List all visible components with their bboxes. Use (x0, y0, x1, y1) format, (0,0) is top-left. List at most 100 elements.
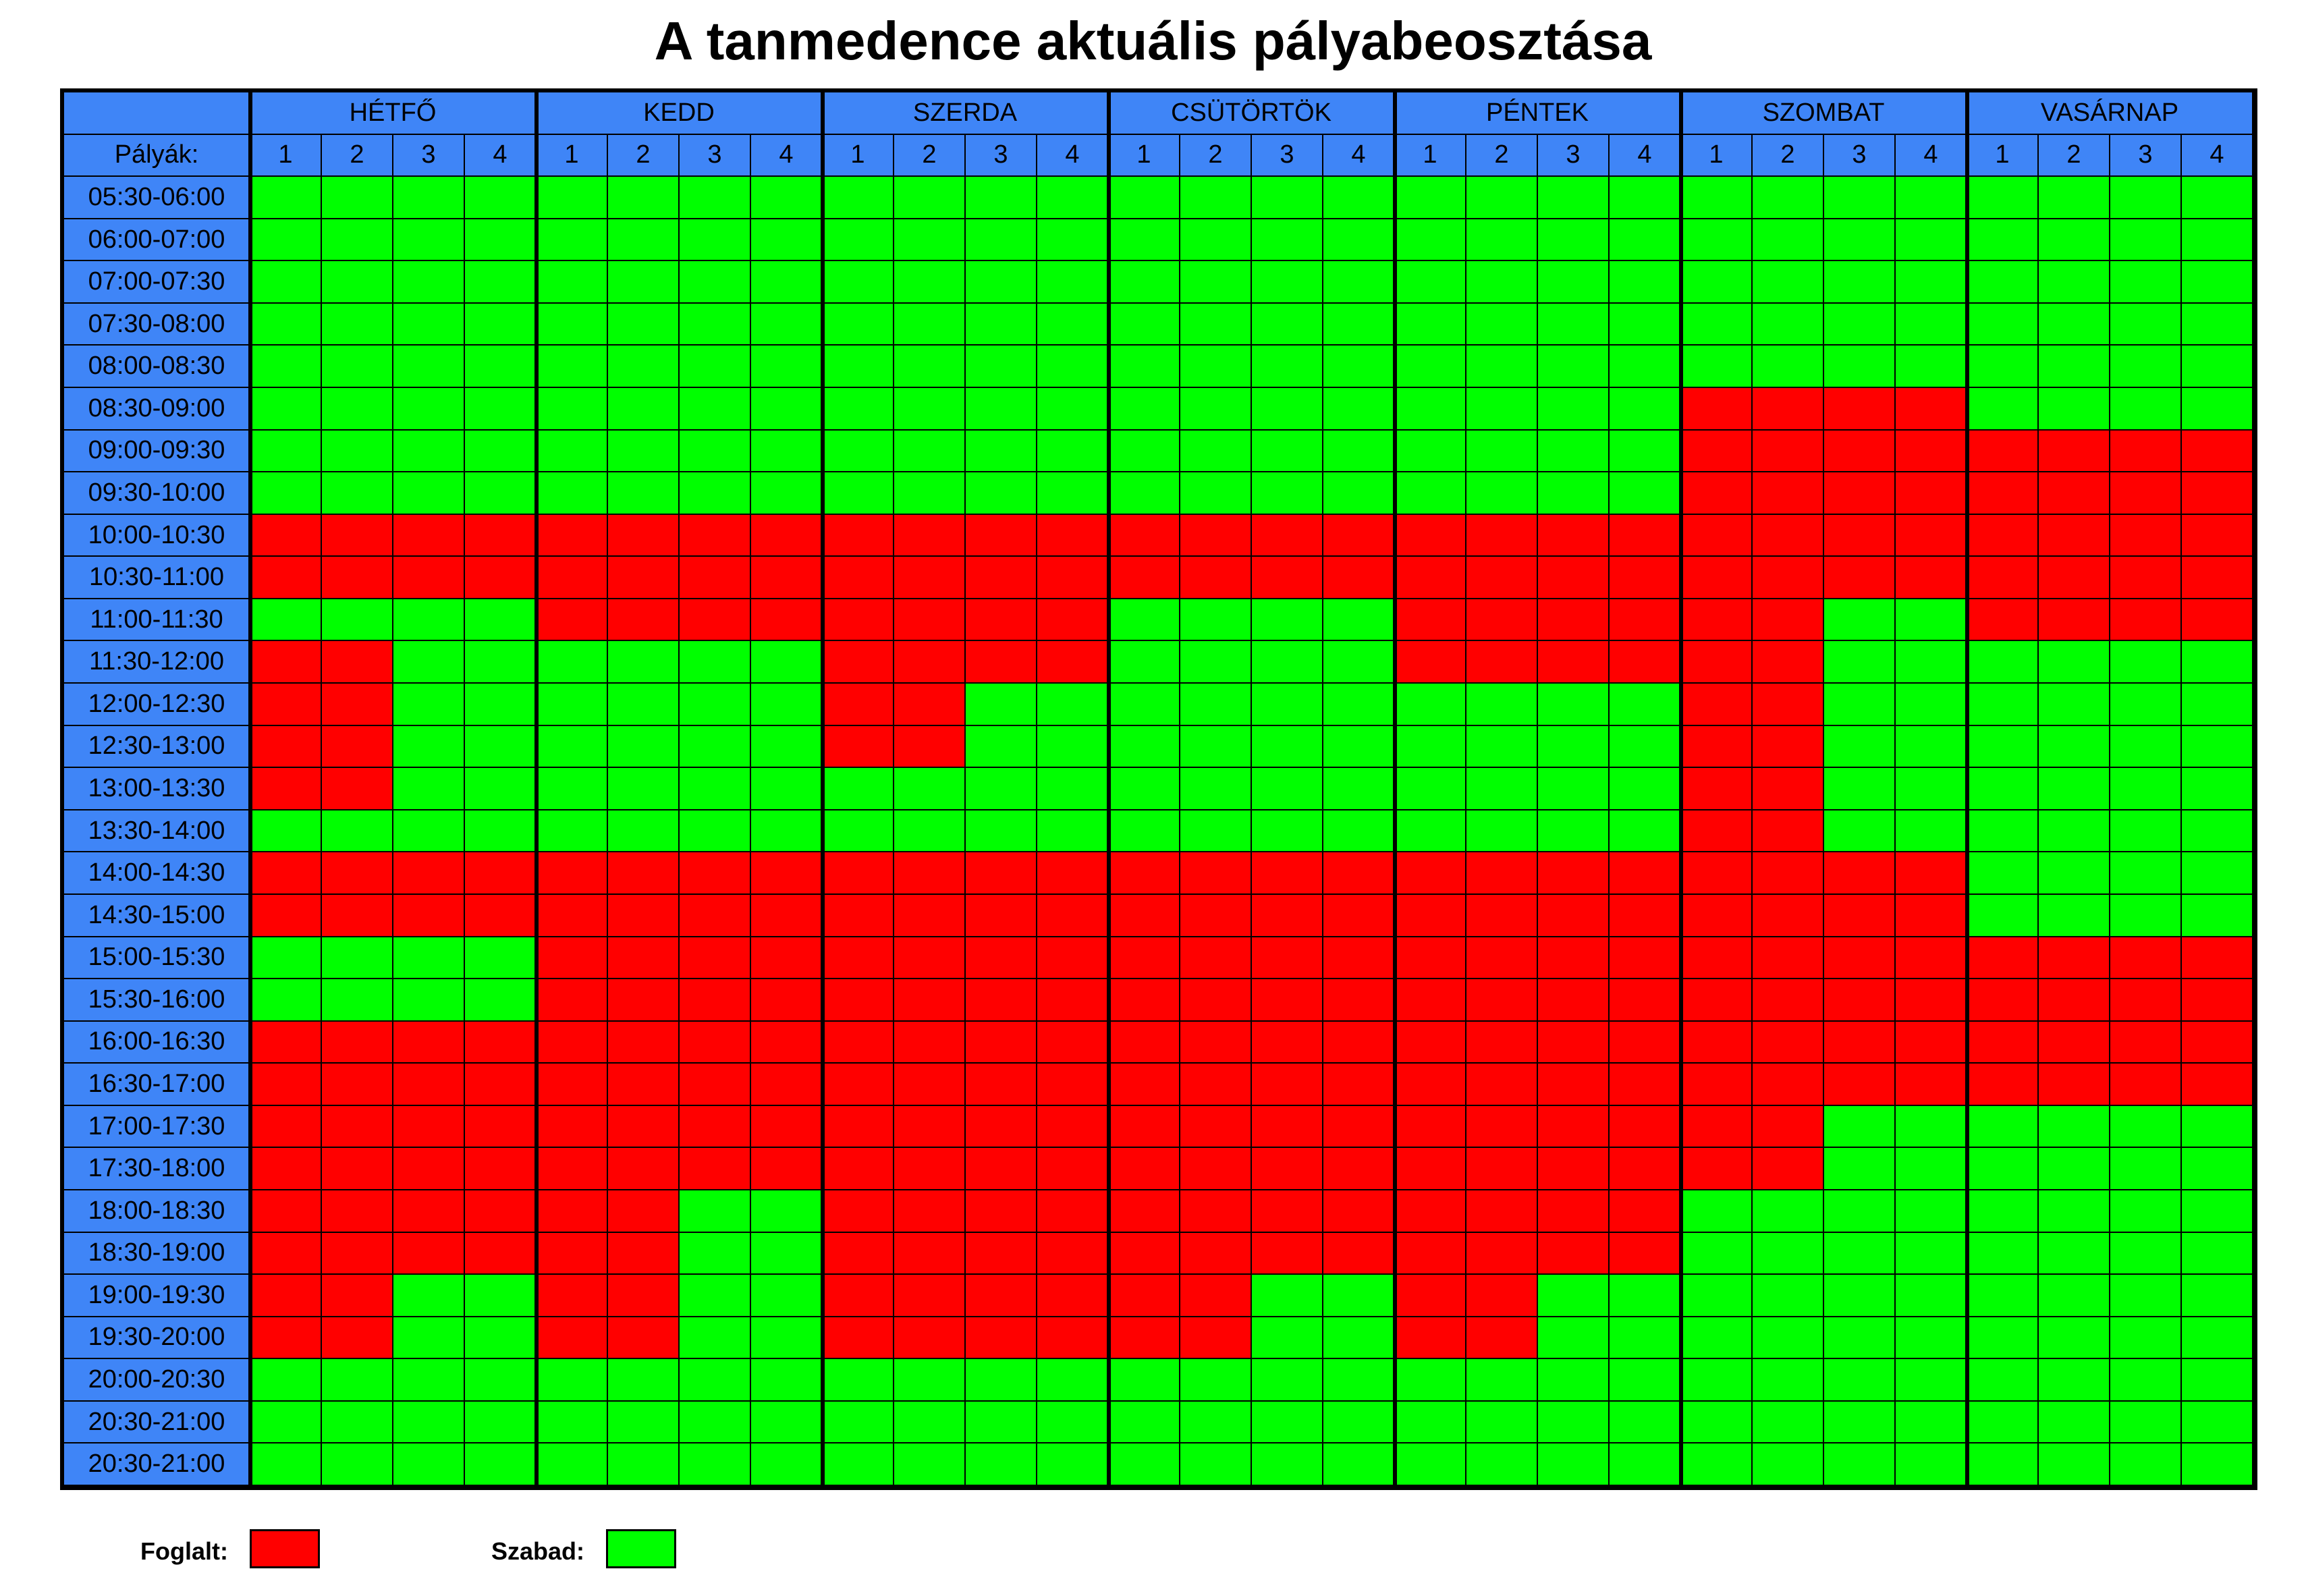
slot-free (1252, 177, 1323, 219)
slot-busy (966, 937, 1037, 980)
slot-free (465, 1317, 537, 1360)
slot-free (751, 1359, 823, 1402)
slot-busy (1896, 388, 1967, 431)
day-header: CSÜTÖRTÖK (1109, 92, 1395, 135)
slot-free (465, 768, 537, 810)
slot-free (608, 388, 680, 431)
slot-free (1466, 684, 1538, 726)
slot-free (250, 346, 322, 389)
slot-busy (823, 557, 894, 599)
slot-free (966, 810, 1037, 853)
slot-busy (2039, 979, 2110, 1022)
slot-free (751, 177, 823, 219)
slot-busy (1753, 810, 1824, 853)
lane-number: 2 (322, 134, 393, 177)
slot-free (1681, 1317, 1753, 1360)
corner-cell (64, 92, 250, 135)
slot-free (966, 261, 1037, 304)
slot-free (1896, 768, 1967, 810)
slot-free (1896, 1190, 1967, 1233)
slot-free (1753, 1359, 1824, 1402)
time-label: 14:30-15:00 (64, 894, 250, 937)
slot-busy (1395, 1105, 1466, 1149)
slot-free (2110, 219, 2182, 262)
slot-busy (751, 1021, 823, 1064)
slot-free (250, 1401, 322, 1444)
slot-free (2182, 388, 2253, 431)
slot-busy (823, 641, 894, 684)
slot-free (680, 1359, 751, 1402)
slot-busy (1180, 557, 1252, 599)
slot-busy (1824, 472, 1896, 515)
slot-free (1896, 261, 1967, 304)
slot-busy (1681, 430, 1753, 473)
slot-busy (1109, 1317, 1180, 1360)
slot-busy (1896, 514, 1967, 557)
slot-free (751, 346, 823, 389)
slot-busy (537, 599, 608, 642)
slot-busy (322, 684, 393, 726)
slot-free (1109, 684, 1180, 726)
schedule-grid: Pályák: HÉTFŐ 1 2 3 4 KEDD 1 2 3 4 SZERDA 1 2 3 4 CSÜTÖR… (60, 88, 2257, 1490)
slot-free (1466, 430, 1538, 473)
slot-free (1753, 1443, 1824, 1486)
slot-busy (823, 514, 894, 557)
slot-free (393, 303, 465, 346)
slot-busy (894, 852, 966, 895)
slot-free (1323, 219, 1395, 262)
slot-busy (894, 514, 966, 557)
slot-free (1109, 472, 1180, 515)
slot-free (1395, 219, 1466, 262)
slot-free (250, 1443, 322, 1486)
slot-free (1037, 219, 1109, 262)
slot-busy (537, 1105, 608, 1149)
slot-free (1896, 810, 1967, 853)
slot-busy (1395, 557, 1466, 599)
slot-free (894, 219, 966, 262)
slot-free (1395, 684, 1466, 726)
slot-free (1610, 1401, 1681, 1444)
slot-busy (1037, 557, 1109, 599)
slot-busy (680, 979, 751, 1022)
day-header: VASÁRNAP (1967, 92, 2253, 135)
slot-free (1252, 641, 1323, 684)
slot-free (1252, 725, 1323, 769)
slot-free (894, 430, 966, 473)
slot-busy (1681, 557, 1753, 599)
slot-busy (537, 557, 608, 599)
slot-free (1466, 177, 1538, 219)
slot-busy (751, 894, 823, 937)
slot-busy (1466, 1021, 1538, 1064)
slot-free (680, 768, 751, 810)
slot-free (2182, 177, 2253, 219)
slot-free (1753, 219, 1824, 262)
slot-busy (393, 1148, 465, 1190)
slot-free (1824, 1443, 1896, 1486)
slot-free (751, 1232, 823, 1275)
slot-free (1824, 1401, 1896, 1444)
slot-free (1252, 1401, 1323, 1444)
slot-free (393, 388, 465, 431)
slot-free (1824, 219, 1896, 262)
slot-busy (1824, 894, 1896, 937)
slot-busy (966, 894, 1037, 937)
slot-free (823, 261, 894, 304)
slot-free (2110, 1148, 2182, 1190)
slot-busy (250, 1105, 322, 1149)
slot-busy (1538, 1190, 1610, 1233)
slot-free (751, 641, 823, 684)
slot-free (1252, 599, 1323, 642)
slot-busy (1967, 599, 2039, 642)
slot-busy (823, 979, 894, 1022)
slot-free (1896, 1359, 1967, 1402)
slot-busy (1252, 1105, 1323, 1149)
slot-free (537, 177, 608, 219)
slot-free (680, 725, 751, 769)
slot-busy (751, 1148, 823, 1190)
slot-free (1824, 599, 1896, 642)
slot-busy (680, 599, 751, 642)
slot-busy (608, 1317, 680, 1360)
slot-busy (1180, 1190, 1252, 1233)
slot-busy (608, 979, 680, 1022)
slot-free (465, 684, 537, 726)
